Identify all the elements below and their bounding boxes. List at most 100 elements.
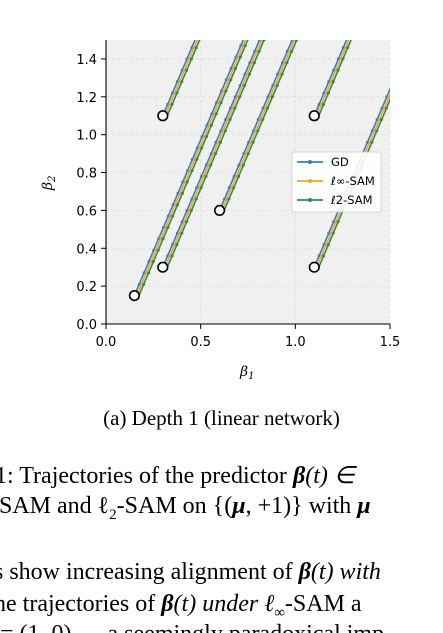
y-tick-label: 0.8: [76, 167, 97, 182]
trajectory-gd-3: [313, 87, 390, 268]
trajectory-marker: [241, 163, 245, 167]
trajectory-l2-sam-4: [318, 40, 352, 117]
trajectory-marker: [331, 231, 335, 235]
trajectory-marker: [332, 220, 336, 224]
trajectory-marker: [336, 57, 340, 61]
trajectory-marker: [175, 91, 179, 95]
trajectory-marker: [384, 106, 388, 110]
trajectory-marker: [405, 50, 408, 53]
x-tick-label: 0.5: [190, 335, 211, 350]
trajectory-marker: [185, 57, 189, 61]
trajectory-marker: [226, 118, 230, 122]
trajectory-marker: [147, 260, 151, 264]
trajectory-marker: [341, 57, 345, 61]
trajectory-marker: [156, 248, 160, 252]
trajectory-marker: [329, 231, 333, 235]
trajectory-marker: [370, 129, 374, 133]
trajectory-marker: [262, 40, 266, 42]
x-tick-label: 1.0: [285, 335, 306, 350]
x-axis-label: β1: [239, 364, 254, 382]
trajectory-marker: [195, 146, 199, 150]
trajectory-marker: [180, 191, 184, 195]
trajectory-marker: [209, 152, 213, 156]
trajectory-marker: [190, 197, 194, 201]
trajectory-marker: [200, 135, 204, 139]
ticks: 0.0 0.5 1.0 1.5 0.0 0.2 0.4 0.6 0.8 1.0 1.2 1.4: [76, 53, 400, 350]
trajectory-marker: [233, 106, 237, 110]
trajectory-marker: [256, 118, 260, 122]
trajectory-marker: [276, 72, 280, 76]
trajectory-marker: [263, 106, 267, 110]
trajectory-marker: [222, 89, 226, 93]
body-line-2: -SAM and ℓ2-SAM on {(μ, +1)} with μ: [0, 493, 371, 523]
trajectory-marker: [166, 102, 170, 106]
trajectory-marker: [390, 84, 393, 87]
trajectory-marker: [259, 118, 263, 122]
trajectory-marker: [407, 50, 410, 53]
trajectory-marker: [380, 106, 384, 110]
trajectory-marker: [331, 80, 335, 84]
trajectory-marker: [200, 146, 204, 150]
trajectory-marker: [140, 282, 144, 286]
trajectory-marker: [370, 140, 374, 144]
trajectory-marker: [170, 242, 174, 246]
trajectory-marker: [202, 174, 206, 178]
trajectory-marker: [190, 46, 194, 50]
trajectory-marker: [249, 33, 252, 36]
trajectory-chart: 0.0 0.5 1.0 1.50.00.20.40.60.81.01.21.4 β1 …: [40, 33, 417, 382]
trajectory-marker: [231, 106, 235, 110]
initial-point-marker: [157, 110, 169, 122]
trajectory-marker: [190, 57, 194, 61]
trajectory-marker: [251, 140, 255, 144]
trajectory-marker: [336, 68, 340, 72]
trajectory-marker: [170, 102, 174, 106]
trajectory-marker: [375, 118, 379, 122]
trajectory-marker: [170, 91, 174, 95]
trajectory-marker: [190, 208, 194, 212]
trajectory-marker: [223, 129, 227, 133]
trajectory-marker: [188, 169, 192, 173]
initial-point-marker: [157, 261, 169, 273]
trajectory-marker: [195, 186, 199, 190]
trajectories: [133, 33, 417, 296]
trajectory-marker: [322, 242, 326, 246]
figure-caption: (a) Depth 1 (linear network): [103, 406, 340, 430]
trajectory-marker: [185, 68, 189, 72]
legend-swatch-marker: [308, 179, 312, 183]
trajectory-marker: [275, 83, 279, 87]
trajectory-marker: [327, 231, 331, 235]
trajectory-marker: [198, 146, 202, 150]
trajectory-marker: [169, 214, 173, 218]
legend-label: ℓ∞-SAM: [330, 174, 375, 188]
trajectory-marker: [187, 208, 191, 212]
trajectory-marker: [228, 106, 232, 110]
trajectory-marker: [270, 95, 274, 99]
y-tick-label: 0.0: [76, 318, 97, 333]
trajectory-marker: [392, 84, 395, 87]
trajectory-marker: [365, 140, 369, 144]
trajectory-marker: [377, 118, 381, 122]
trajectory-marker: [190, 169, 194, 173]
trajectory-marker: [207, 123, 211, 127]
trajectory-marker: [166, 225, 170, 229]
trajectory-marker: [326, 91, 330, 95]
trajectory-marker: [166, 214, 170, 218]
trajectory-marker: [249, 140, 253, 144]
trajectory-marker: [144, 271, 148, 275]
trajectory-marker: [248, 61, 252, 65]
trajectory-marker: [414, 39, 417, 42]
legend: GD ℓ∞-SAM ℓ2-SAM: [291, 151, 382, 213]
trajectory-marker: [238, 95, 242, 99]
trajectory-marker: [199, 186, 203, 190]
trajectory-marker: [222, 197, 226, 201]
trajectory-marker: [239, 44, 243, 48]
trajectory-marker: [233, 95, 237, 99]
trajectory-gd-5: [162, 40, 196, 117]
trajectory-marker: [373, 129, 377, 133]
trajectory-marker: [170, 254, 174, 258]
initial-point-marker: [308, 261, 320, 273]
trajectory-marker: [171, 203, 175, 207]
trajectory-marker: [368, 140, 372, 144]
trajectory-marker: [185, 180, 189, 184]
